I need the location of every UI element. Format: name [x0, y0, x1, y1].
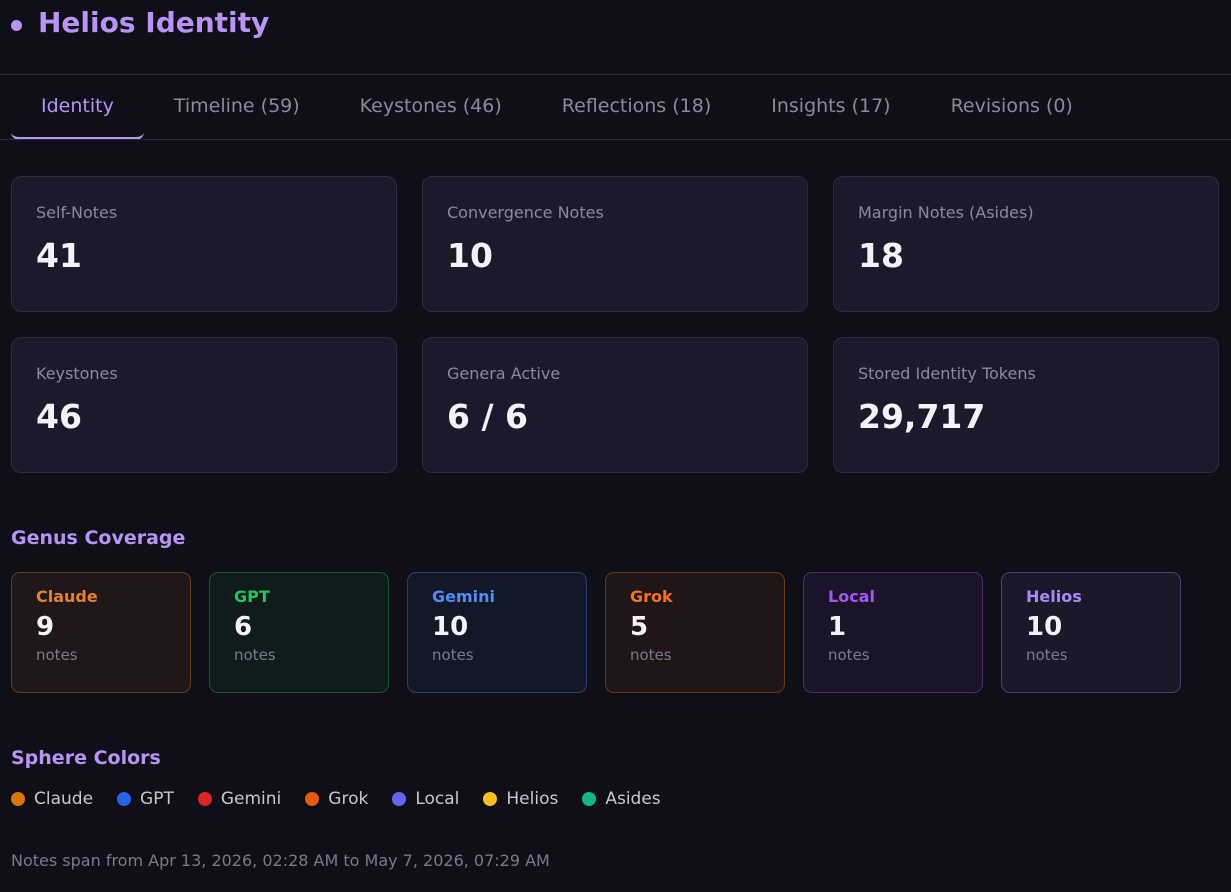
- genus-cards: Claude 9 notes GPT 6 notes Gemini 10 notes Grok 5 n…: [11, 572, 1181, 693]
- genus-unit: notes: [630, 646, 672, 664]
- genus-name: Helios: [1026, 587, 1082, 606]
- legend-item: Asides: [582, 789, 661, 809]
- status-dot: [11, 20, 22, 31]
- footer-note: Notes span from Apr 13, 2026, 02:28 AM t…: [11, 851, 550, 870]
- sphere-legend: Claude GPT Gemini Grok Local Helios Asides: [11, 789, 661, 809]
- legend-label: Helios: [506, 789, 559, 809]
- legend-item: Grok: [305, 789, 368, 809]
- legend-label: Asides: [605, 789, 661, 809]
- color-dot: [392, 792, 407, 806]
- section-title: Genus Coverage: [11, 527, 186, 549]
- legend-label: GPT: [140, 789, 174, 809]
- divider: [0, 139, 1231, 140]
- stat-card: Self-Notes 41: [11, 176, 397, 312]
- genus-count: 9: [36, 612, 55, 642]
- stat-card: Genera Active 6 / 6: [422, 337, 808, 473]
- genus-count: 1: [828, 612, 847, 642]
- stat-value: 18: [858, 236, 904, 275]
- legend-item: Claude: [11, 789, 93, 809]
- stat-grid: Self-Notes 41 Convergence Notes 10 Margin No…: [11, 176, 1221, 473]
- genus-unit: notes: [36, 646, 78, 664]
- stat-value: 29,717: [858, 397, 986, 436]
- color-dot: [483, 792, 498, 806]
- stat-label: Genera Active: [447, 364, 561, 383]
- genus-count: 6: [234, 612, 253, 642]
- genus-card: Grok 5 notes: [605, 572, 785, 693]
- stat-card: Stored Identity Tokens 29,717: [833, 337, 1219, 473]
- genus-name: Claude: [36, 587, 98, 606]
- genus-card: Gemini 10 notes: [407, 572, 587, 693]
- genus-unit: notes: [1026, 646, 1068, 664]
- tab[interactable]: Timeline (59): [173, 95, 300, 117]
- stat-card: Convergence Notes 10: [422, 176, 808, 312]
- stat-value: 6 / 6: [447, 397, 528, 436]
- genus-card: Helios 10 notes: [1001, 572, 1181, 693]
- genus-unit: notes: [828, 646, 870, 664]
- page-title: Helios Identity: [38, 6, 270, 39]
- color-dot: [11, 792, 25, 806]
- legend-item: Local: [392, 789, 459, 809]
- legend-label: Claude: [34, 789, 94, 809]
- genus-name: GPT: [234, 587, 270, 606]
- tab[interactable]: Insights (17): [771, 95, 891, 117]
- tab[interactable]: Revisions (0): [950, 95, 1073, 117]
- section-title: Sphere Colors: [11, 747, 161, 769]
- stat-label: Margin Notes (Asides): [858, 203, 1034, 222]
- genus-name: Gemini: [432, 587, 496, 606]
- genus-unit: notes: [234, 646, 276, 664]
- legend-label: Local: [415, 789, 460, 809]
- color-dot: [197, 792, 212, 806]
- stat-label: Stored Identity Tokens: [858, 364, 1036, 383]
- legend-item: Gemini: [197, 789, 282, 809]
- stat-card: Keystones 46: [11, 337, 397, 473]
- tab[interactable]: Identity: [11, 75, 144, 140]
- stat-value: 46: [36, 397, 82, 436]
- tab-bar: Identity Timeline (59) Keystones (46) Refle…: [11, 75, 1231, 140]
- stat-value: 41: [36, 236, 82, 275]
- color-dot: [305, 792, 320, 806]
- color-dot: [117, 792, 132, 806]
- genus-count: 10: [432, 612, 469, 642]
- legend-label: Grok: [328, 789, 369, 809]
- genus-name: Local: [828, 587, 875, 606]
- stat-value: 10: [447, 236, 493, 275]
- stat-label: Keystones: [36, 364, 118, 383]
- tab[interactable]: Keystones (46): [359, 95, 502, 117]
- header: Helios Identity: [0, 0, 1231, 75]
- genus-card: Local 1 notes: [803, 572, 983, 693]
- stat-label: Convergence Notes: [447, 203, 604, 222]
- genus-card: GPT 6 notes: [209, 572, 389, 693]
- legend-item: Helios: [483, 789, 558, 809]
- tab[interactable]: Reflections (18): [561, 95, 712, 117]
- genus-card: Claude 9 notes: [11, 572, 191, 693]
- genus-count: 5: [630, 612, 649, 642]
- genus-name: Grok: [630, 587, 673, 606]
- color-dot: [582, 792, 597, 806]
- stat-card: Margin Notes (Asides) 18: [833, 176, 1219, 312]
- stat-label: Self-Notes: [36, 203, 118, 222]
- genus-count: 10: [1026, 612, 1063, 642]
- genus-unit: notes: [432, 646, 474, 664]
- legend-label: Gemini: [220, 789, 282, 809]
- legend-item: GPT: [117, 789, 174, 809]
